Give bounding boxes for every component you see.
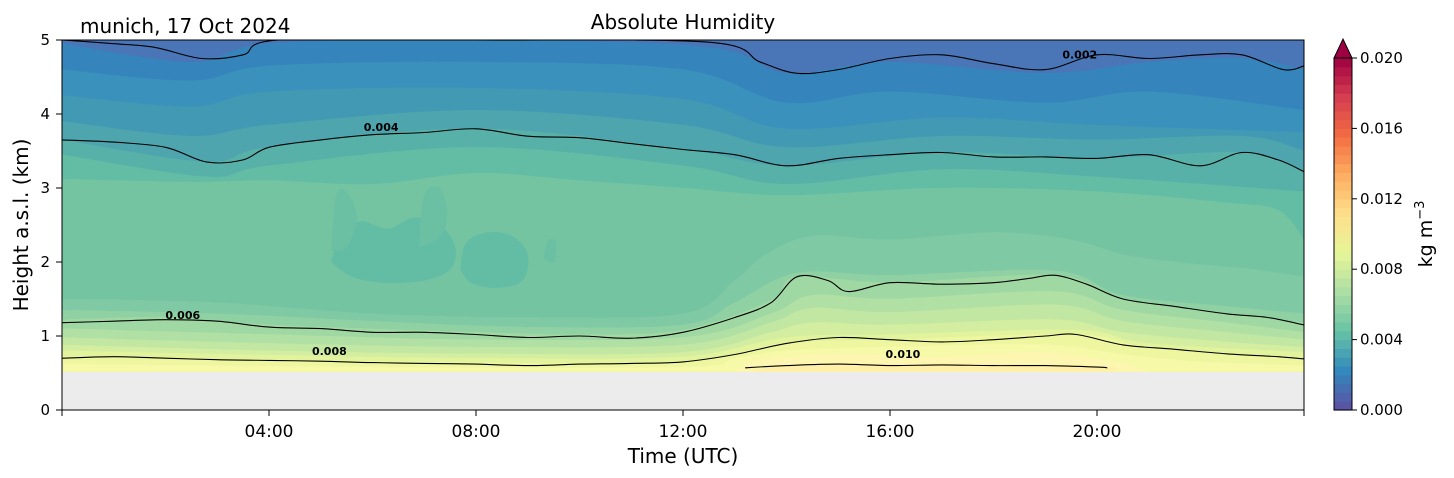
colorbar-segment-20 [1334, 225, 1352, 235]
y-tick-label-3: 3 [40, 179, 50, 197]
colorbar-segment-14 [1334, 278, 1352, 288]
y-tick-label-5: 5 [40, 31, 50, 49]
colorbar-label: kg m−3 [1413, 201, 1437, 268]
colorbar-tick-label-0: 0.000 [1360, 401, 1403, 419]
colorbar-segment-27 [1334, 163, 1352, 173]
colorbar-segment-11 [1334, 304, 1352, 314]
colorbar-segment-21 [1334, 216, 1352, 226]
colorbar-segment-23 [1334, 198, 1352, 209]
y-tick-label-1: 1 [40, 327, 50, 345]
colorbar-frame [1333, 57, 1353, 411]
colorbar-segment-38 [1334, 66, 1352, 77]
contour-lines: 0.002 0.004 0.006 0.008 0.010 [62, 40, 1304, 369]
colorbar-segment-28 [1334, 154, 1352, 165]
colorbar-segment-31 [1334, 128, 1352, 138]
colorbar-segment-29 [1334, 146, 1352, 156]
colorbar-segment-39 [1334, 58, 1352, 68]
colorbar-segment-7 [1334, 339, 1352, 349]
colorbar-segment-0 [1334, 401, 1352, 411]
colorbar-segment-34 [1334, 102, 1352, 112]
contour-line-0.002 [62, 40, 1304, 75]
humidity-patch-4 [543, 238, 557, 263]
y-axis-ticks: 0 1 2 3 4 5 [40, 31, 62, 419]
colorbar-tick-label-2: 0.008 [1360, 260, 1403, 278]
colorbar-label-exponent: −3 [1413, 201, 1428, 220]
x-axis-label: Time (UTC) [627, 444, 739, 468]
colorbar-ticks: 0.000 0.004 0.008 0.012 0.016 0.020 [1352, 49, 1403, 419]
colorbar-segment-10 [1334, 313, 1352, 323]
chart-title: Absolute Humidity [591, 10, 776, 34]
contour-line-0.004 [62, 128, 1304, 173]
chart-subtitle: munich, 17 Oct 2024 [80, 14, 290, 38]
colorbar-tick-label-4: 0.016 [1360, 119, 1403, 137]
colorbar-segment-15 [1334, 269, 1352, 279]
x-axis-ticks: 04:00 08:00 12:00 16:00 20:00 [61, 410, 1305, 442]
humidity-patch-2 [331, 188, 357, 251]
colorbar-segment-33 [1334, 110, 1352, 121]
colorbar-segment-22 [1334, 207, 1352, 217]
colorbar-segment-24 [1334, 190, 1352, 200]
y-axis-label: Height a.s.l. (km) [9, 139, 33, 312]
colorbar-segment-1 [1334, 392, 1352, 402]
plot-area: 0.002 0.004 0.006 0.008 0.010 [62, 40, 1304, 410]
colorbar-tick-label-3: 0.012 [1360, 190, 1403, 208]
contour-label-0.008: 0.008 [312, 345, 347, 358]
colorbar-segment-19 [1334, 234, 1352, 244]
x-tick-label-3: 16:00 [866, 422, 915, 442]
colorbar-segment-5 [1334, 357, 1352, 367]
colorbar-segment-18 [1334, 242, 1352, 253]
x-tick-label-2: 12:00 [659, 422, 708, 442]
colorbar-tick-label-1: 0.004 [1360, 331, 1403, 349]
contour-label-0.004: 0.004 [364, 121, 399, 134]
contour-label-0.006: 0.006 [165, 309, 200, 322]
colorbar-segments [1334, 58, 1352, 411]
colorbar-segment-9 [1334, 322, 1352, 332]
y-tick-label-0: 0 [40, 401, 50, 419]
colorbar-extend-arrow [1333, 37, 1353, 59]
colorbar-label-unit: kg m [1415, 220, 1437, 268]
colorbar-segment-30 [1334, 137, 1352, 147]
colorbar-segment-17 [1334, 251, 1352, 261]
humidity-patch-3 [419, 186, 448, 248]
colorbar: 0.000 0.004 0.008 0.012 0.016 0.020 kg m−3 [1333, 37, 1437, 419]
colorbar-segment-6 [1334, 348, 1352, 358]
colorbar-segment-36 [1334, 84, 1352, 94]
contour-line-0.006 [62, 274, 1304, 339]
colorbar-segment-12 [1334, 295, 1352, 305]
colorbar-segment-37 [1334, 75, 1352, 85]
y-tick-label-4: 4 [40, 105, 50, 123]
humidity-patches [331, 186, 557, 288]
x-tick-label-0: 04:00 [245, 422, 294, 442]
colorbar-tick-label-5: 0.020 [1360, 49, 1403, 67]
colorbar-segment-8 [1334, 330, 1352, 341]
colorbar-segment-35 [1334, 93, 1352, 103]
x-tick-label-1: 08:00 [452, 422, 501, 442]
colorbar-segment-16 [1334, 260, 1352, 270]
colorbar-segment-2 [1334, 383, 1352, 393]
humidity-patch-1 [460, 231, 529, 288]
contour-line-0.008 [62, 333, 1304, 367]
contour-label-0.002: 0.002 [1062, 49, 1097, 62]
colorbar-segment-3 [1334, 374, 1352, 385]
colorbar-segment-13 [1334, 286, 1352, 297]
colorbar-segment-32 [1334, 119, 1352, 129]
x-tick-label-4: 20:00 [1073, 422, 1122, 442]
filled-contours [62, 40, 1304, 372]
contour-line-0.010 [745, 363, 1108, 369]
colorbar-segment-25 [1334, 181, 1352, 191]
y-tick-label-2: 2 [40, 253, 50, 271]
colorbar-segment-26 [1334, 172, 1352, 182]
colorbar-segment-4 [1334, 366, 1352, 376]
contour-label-0.010: 0.010 [886, 348, 921, 361]
